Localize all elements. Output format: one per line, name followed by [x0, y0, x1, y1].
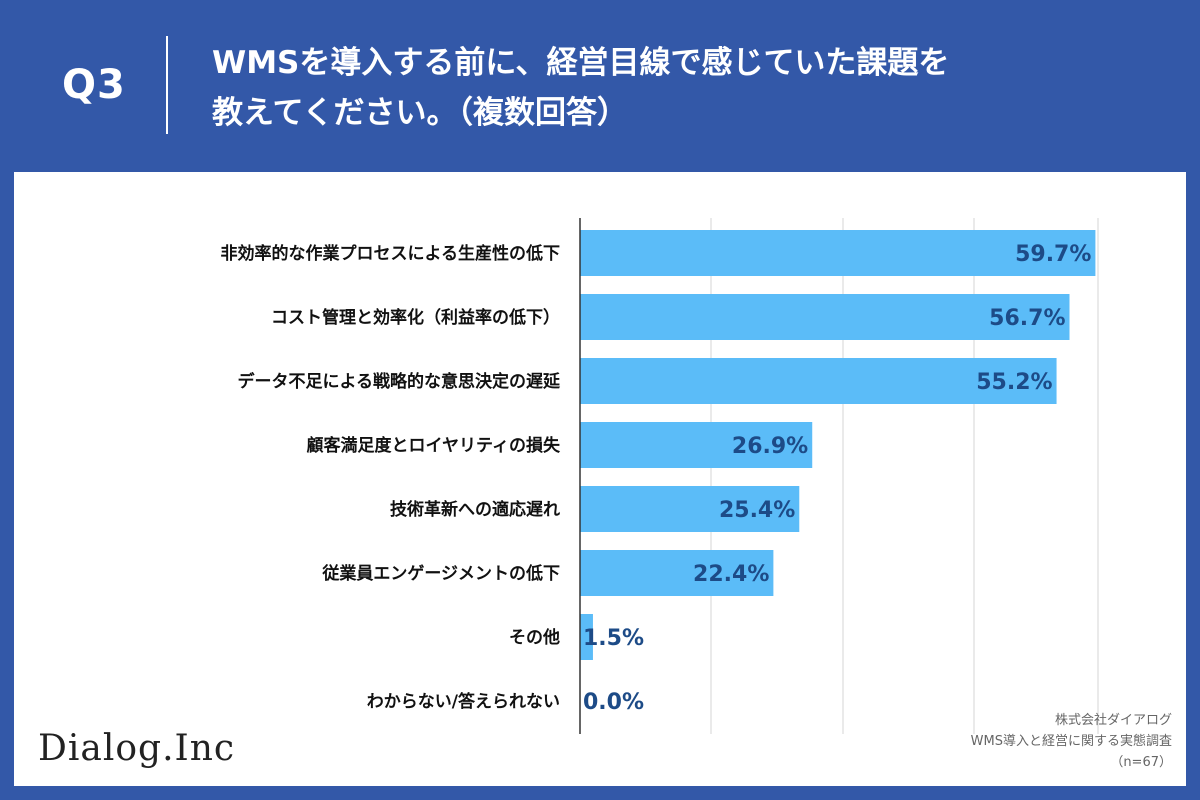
- question-title-line-2: 教えてください。（複数回答）: [212, 95, 629, 131]
- bar: [580, 294, 1070, 340]
- bar: [580, 486, 800, 532]
- value-label: 56.7%: [989, 306, 1065, 331]
- value-label: 1.5%: [583, 626, 644, 651]
- category-label: その他: [509, 627, 560, 648]
- category-label: 技術革新への適応遅れ: [390, 499, 560, 520]
- value-label: 26.9%: [732, 434, 808, 459]
- value-label: 0.0%: [583, 690, 644, 715]
- bar: [580, 550, 774, 596]
- brand-logo: Dialog.Inc: [38, 728, 236, 769]
- category-label: 非効率的な作業プロセスによる生産性の低下: [221, 243, 561, 264]
- source-company: 株式会社ダイアログ: [1054, 713, 1172, 728]
- category-label: データ不足による戦略的な意思決定の遅延: [238, 371, 561, 392]
- source-sample: （n=67）: [1110, 755, 1172, 770]
- question-title: WMSを導入する前に、経営目線で感じていた課題を 教えてください。（複数回答）: [212, 38, 1172, 138]
- question-number: Q3: [62, 62, 126, 108]
- value-label: 22.4%: [693, 562, 769, 587]
- bar: [580, 358, 1057, 404]
- source-survey: WMS導入と経営に関する実態調査: [970, 734, 1172, 749]
- value-label: 59.7%: [1015, 242, 1091, 267]
- value-label: 25.4%: [719, 498, 795, 523]
- category-label: 顧客満足度とロイヤリティの損失: [307, 435, 561, 456]
- header: Q3 WMSを導入する前に、経営目線で感じていた課題を 教えてください。（複数回…: [0, 0, 1200, 170]
- category-label: 従業員エンゲージメントの低下: [321, 563, 560, 584]
- bar: [580, 422, 813, 468]
- category-label: わからない/答えられない: [367, 691, 560, 712]
- source-note: 株式会社ダイアログ WMS導入と経営に関する実態調査 （n=67）: [812, 710, 1172, 773]
- value-label: 55.2%: [976, 370, 1052, 395]
- bar: [580, 230, 1096, 276]
- question-title-line-1: WMSを導入する前に、経営目線で感じていた課題を: [212, 45, 950, 81]
- header-divider: [166, 36, 168, 134]
- category-label: コスト管理と効率化（利益率の低下）: [271, 307, 560, 328]
- bar: [580, 614, 593, 660]
